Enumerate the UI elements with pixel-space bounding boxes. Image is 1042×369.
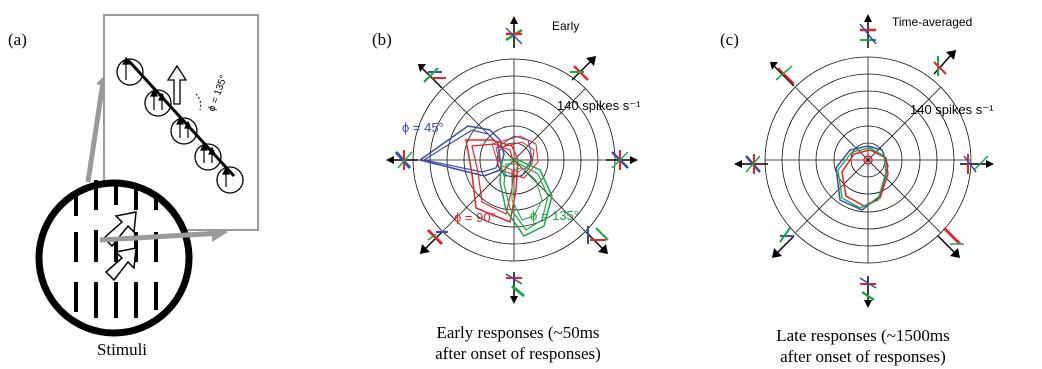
red-response-trace [471, 143, 515, 215]
panel-label-a: (a) [8, 30, 27, 49]
bar-motion-arrow [166, 64, 188, 105]
direction-glyph-upleft [770, 62, 795, 87]
hollow-arrow-lower [104, 247, 137, 282]
scale-label-time-averaged: 140 spikes s⁻¹ [910, 102, 994, 117]
red-response-trace [841, 149, 889, 207]
polar-grid [764, 56, 972, 264]
plot-title-early: Early [552, 19, 579, 33]
blue-response-trace [835, 145, 889, 211]
aperture-circle [144, 89, 172, 117]
caption-c-line2: after onset of responses) [780, 347, 946, 366]
aperture-circle [216, 166, 244, 194]
green-response-trace [499, 159, 553, 237]
annotation-blue: ϕ = 45° [402, 120, 444, 135]
green-response-trace [511, 167, 543, 221]
caption-b: Early responses (~50ms after onset of re… [400, 322, 636, 364]
caption-a: Stimuli [96, 340, 148, 359]
blue-response-trace [495, 135, 533, 177]
angle-arc [195, 93, 202, 111]
aperture-motion-arrows [122, 56, 230, 187]
direction-glyph-right [606, 150, 638, 170]
direction-glyph-up [859, 14, 877, 48]
direction-glyph-downleft [420, 228, 448, 254]
direction-glyph-downleft [772, 227, 795, 258]
direction-glyph-downright [937, 226, 964, 258]
stimulus-diagram: ϕ = 135° [35, 14, 259, 337]
polar-plot-early: Early 140 spikes s⁻¹ ϕ = 45° ϕ = 90° ϕ =… [386, 16, 641, 304]
green-response-trace [837, 147, 887, 209]
direction-glyph-down [505, 272, 525, 304]
direction-glyph-downright [585, 226, 609, 254]
aperture-circle [116, 58, 144, 86]
direction-glyph-left [386, 150, 418, 170]
direction-glyph-upleft [418, 64, 446, 89]
annotation-green: ϕ = 135° [530, 208, 579, 223]
plot-title-time-averaged: Time-averaged [892, 15, 972, 29]
zoom-line-top [85, 81, 106, 183]
direction-glyph-upright [933, 50, 956, 76]
aperture-circle [194, 143, 222, 171]
polar-plot-time-averaged: Time-averaged 140 spikes s⁻¹ [734, 14, 994, 308]
caption-c: Late responses (~1500ms after onset of r… [740, 325, 986, 367]
direction-glyph-right [960, 154, 994, 174]
scale-label-early: 140 spikes s⁻¹ [557, 98, 641, 113]
center-marker [863, 155, 873, 165]
direction-glyph-upright [570, 56, 596, 81]
caption-c-line1: Late responses (~1500ms [776, 326, 950, 345]
zoom-line-bottom-overlay [99, 230, 223, 243]
direction-glyph-down [859, 276, 877, 308]
aperture-circle [170, 117, 198, 145]
caption-b-line1: Early responses (~50ms [436, 323, 600, 342]
caption-b-line2: after onset of responses) [435, 344, 601, 363]
red-response-trace [491, 135, 539, 179]
direction-glyph-left [734, 154, 768, 174]
direction-glyph-up [505, 16, 523, 48]
green-response-trace [503, 163, 549, 231]
panel-label-b: (b) [372, 30, 392, 49]
annotation-red: ϕ = 90° [454, 210, 496, 225]
panel-label-c: (c) [720, 30, 739, 49]
blue-response-trace [422, 129, 501, 173]
